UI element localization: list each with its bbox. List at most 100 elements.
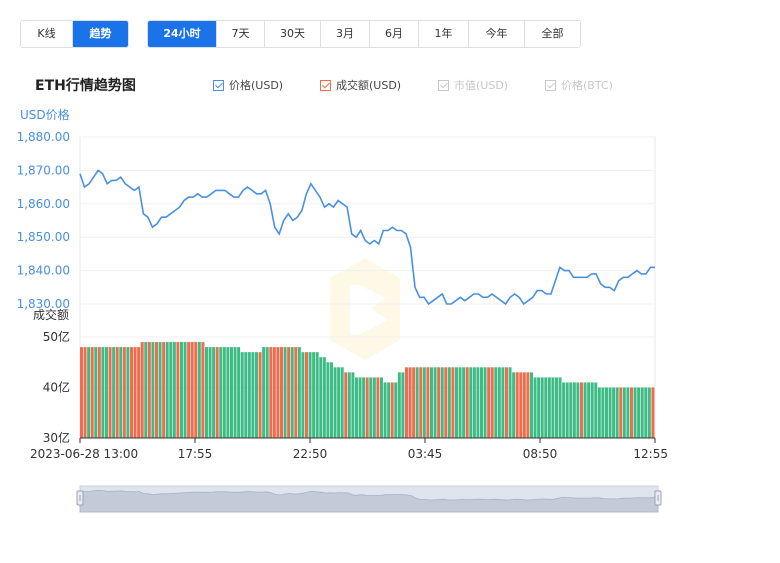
- axis-labels: 1,880.00 1,870.00 1,860.00 1,850.00 1,840.00…: [17, 107, 668, 461]
- navigator-preview: [79, 489, 659, 513]
- volume-bar: [169, 342, 173, 438]
- volume-bar: [283, 347, 287, 438]
- volume-bar: [337, 367, 341, 438]
- legend-price-btc[interactable]: 价格(BTC): [545, 77, 613, 93]
- volume-bar: [158, 342, 162, 438]
- range-tab-7[interactable]: 全部: [525, 21, 580, 47]
- checkbox-icon[interactable]: [545, 79, 556, 91]
- volume-bar: [219, 347, 223, 438]
- checkbox-icon[interactable]: [213, 79, 224, 91]
- price-tick-label: 1,870.00: [17, 163, 70, 177]
- volume-bar: [480, 367, 483, 438]
- volume-bar: [522, 372, 526, 438]
- volume-bar: [258, 352, 262, 438]
- time-range-tabs: 24小时 7天 30天 3月 6月 1年 今年 全部: [147, 20, 581, 48]
- x-tick-label: 08:50: [523, 447, 558, 461]
- volume-bar: [476, 367, 480, 438]
- volume-bar: [344, 372, 348, 438]
- x-tick-label: 2023-06-28 13:00: [30, 447, 138, 461]
- volume-bar: [251, 352, 255, 438]
- legend-price-usd[interactable]: 价格(USD): [213, 77, 283, 93]
- volume-bar: [94, 347, 98, 438]
- volume-tick-label: 50亿: [43, 329, 70, 344]
- volume-bars: [80, 342, 655, 438]
- price-line: [79, 169, 655, 306]
- volume-bar: [615, 387, 619, 438]
- checkbox-icon[interactable]: [320, 79, 331, 91]
- volume-bar: [533, 377, 537, 438]
- volume-bar: [190, 342, 194, 438]
- volume-bar: [462, 367, 466, 438]
- volume-bar: [562, 382, 566, 438]
- volume-bar: [247, 352, 251, 438]
- price-tick-label: 1,880.00: [17, 130, 70, 144]
- volume-bar: [301, 352, 305, 438]
- range-tab-4[interactable]: 6月: [370, 21, 419, 47]
- volume-bar: [294, 347, 298, 438]
- range-navigator[interactable]: [76, 485, 662, 513]
- volume-bar: [262, 347, 266, 438]
- view-mode-tabs: K线 趋势: [20, 20, 129, 48]
- volume-bar: [308, 352, 312, 438]
- volume-tick-label: 30亿: [43, 430, 70, 445]
- volume-bar: [555, 377, 558, 438]
- volume-bar: [537, 377, 541, 438]
- view-tab-0[interactable]: K线: [21, 21, 73, 47]
- volume-bar: [430, 367, 433, 438]
- volume-bar: [83, 347, 87, 438]
- volume-bar: [315, 352, 319, 438]
- volume-bar: [544, 377, 548, 438]
- volume-bar: [651, 387, 655, 438]
- volume-bar: [408, 367, 412, 438]
- volume-bar: [465, 367, 469, 438]
- volume-bar: [240, 352, 244, 438]
- volume-bar: [197, 342, 201, 438]
- volume-bar: [140, 342, 144, 438]
- volume-bar: [472, 367, 476, 438]
- volume-bar: [80, 347, 83, 438]
- volume-bar: [576, 382, 580, 438]
- volume-bar: [162, 342, 166, 438]
- volume-bar: [365, 377, 369, 438]
- range-tab-5[interactable]: 1年: [419, 21, 469, 47]
- range-tab-0[interactable]: 24小时: [148, 21, 217, 47]
- volume-bar: [440, 367, 444, 438]
- chart-title: ETH行情趋势图: [35, 78, 136, 94]
- volume-bar: [147, 342, 151, 438]
- volume-bar: [208, 347, 212, 438]
- volume-bar: [515, 372, 519, 438]
- volume-bar: [265, 347, 269, 438]
- volume-bar: [151, 342, 155, 438]
- volume-bar: [326, 362, 330, 438]
- volume-bar: [455, 367, 458, 438]
- volume-bar: [401, 372, 405, 438]
- legend-market-cap-usd[interactable]: 市值(USD): [438, 77, 508, 93]
- view-tab-1[interactable]: 趋势: [73, 21, 128, 47]
- volume-bar: [501, 367, 505, 438]
- volume-bar: [358, 377, 362, 438]
- checkbox-icon[interactable]: [438, 79, 449, 91]
- range-tab-3[interactable]: 3月: [321, 21, 370, 47]
- volume-bar: [226, 347, 230, 438]
- volume-bar: [612, 387, 616, 438]
- volume-bar: [108, 347, 112, 438]
- volume-bar: [126, 347, 130, 438]
- volume-bar: [508, 367, 512, 438]
- volume-bar: [451, 367, 455, 438]
- volume-bar: [458, 367, 462, 438]
- volume-bar: [526, 372, 530, 438]
- volume-bar: [590, 382, 594, 438]
- range-tab-2[interactable]: 30天: [265, 21, 321, 47]
- volume-axis-title: 成交额: [33, 307, 69, 322]
- volume-bar: [505, 367, 508, 438]
- range-tab-6[interactable]: 今年: [469, 21, 525, 47]
- volume-bar: [330, 362, 333, 438]
- range-tab-1[interactable]: 7天: [217, 21, 265, 47]
- volume-bar: [419, 367, 423, 438]
- volume-bar: [244, 352, 248, 438]
- legend-volume-usd[interactable]: 成交额(USD): [320, 77, 401, 93]
- volume-bar: [433, 367, 437, 438]
- volume-bar: [230, 347, 233, 438]
- volume-bar: [355, 377, 358, 438]
- volume-bar: [644, 387, 648, 438]
